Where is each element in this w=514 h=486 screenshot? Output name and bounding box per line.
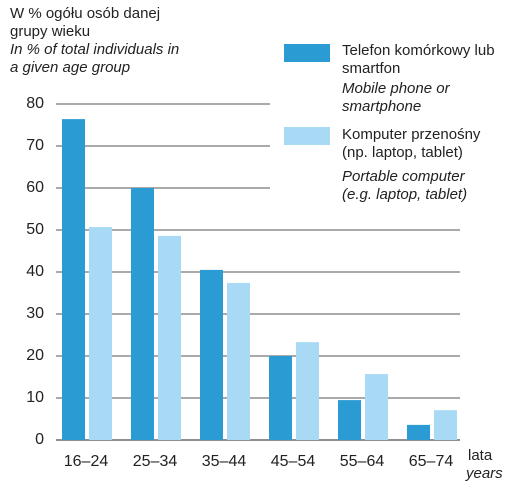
bar bbox=[338, 400, 361, 440]
legend-label: Telefon komórkowy lub smartfon bbox=[342, 42, 495, 77]
x-axis-title: lata bbox=[468, 447, 493, 464]
y-tick-label: 40 bbox=[26, 263, 44, 280]
legend-swatch bbox=[284, 127, 330, 145]
y-tick-label: 70 bbox=[26, 137, 44, 154]
bar bbox=[131, 188, 154, 440]
y-tick-label: 20 bbox=[26, 347, 44, 364]
x-tick-label: 45–54 bbox=[271, 453, 316, 470]
legend-swatch bbox=[284, 44, 330, 62]
bar bbox=[227, 282, 250, 440]
legend-label-en: Portable computer (e.g. laptop, tablet) bbox=[342, 168, 468, 203]
y-tick-label: 50 bbox=[26, 221, 44, 238]
bar bbox=[434, 410, 457, 440]
y-axis-title-en: In % of total individuals in a given age… bbox=[10, 41, 180, 76]
bar bbox=[200, 269, 223, 440]
y-tick-label: 30 bbox=[26, 305, 44, 322]
bar bbox=[158, 235, 181, 440]
y-tick-label: 80 bbox=[26, 95, 44, 112]
bar bbox=[296, 342, 319, 440]
bar bbox=[365, 374, 388, 440]
y-tick-label: 0 bbox=[35, 431, 44, 448]
x-tick-label: 65–74 bbox=[409, 453, 454, 470]
bar bbox=[89, 227, 112, 440]
x-tick-label: 16–24 bbox=[64, 453, 109, 470]
y-tick-label: 10 bbox=[26, 389, 44, 406]
bar bbox=[62, 119, 85, 441]
legend-label-en: Mobile phone or smartphone bbox=[342, 80, 450, 115]
bar bbox=[407, 424, 430, 440]
x-axis-title-en: years bbox=[466, 465, 503, 482]
y-axis-title: W % ogółu osób danej grupy wieku bbox=[10, 5, 161, 40]
y-tick-label: 60 bbox=[26, 179, 44, 196]
legend-label: Komputer przenośny (np. laptop, tablet) bbox=[342, 126, 481, 161]
bar bbox=[269, 356, 292, 440]
x-tick-label: 25–34 bbox=[133, 453, 178, 470]
x-tick-label: 35–44 bbox=[202, 453, 247, 470]
x-tick-label: 55–64 bbox=[340, 453, 385, 470]
